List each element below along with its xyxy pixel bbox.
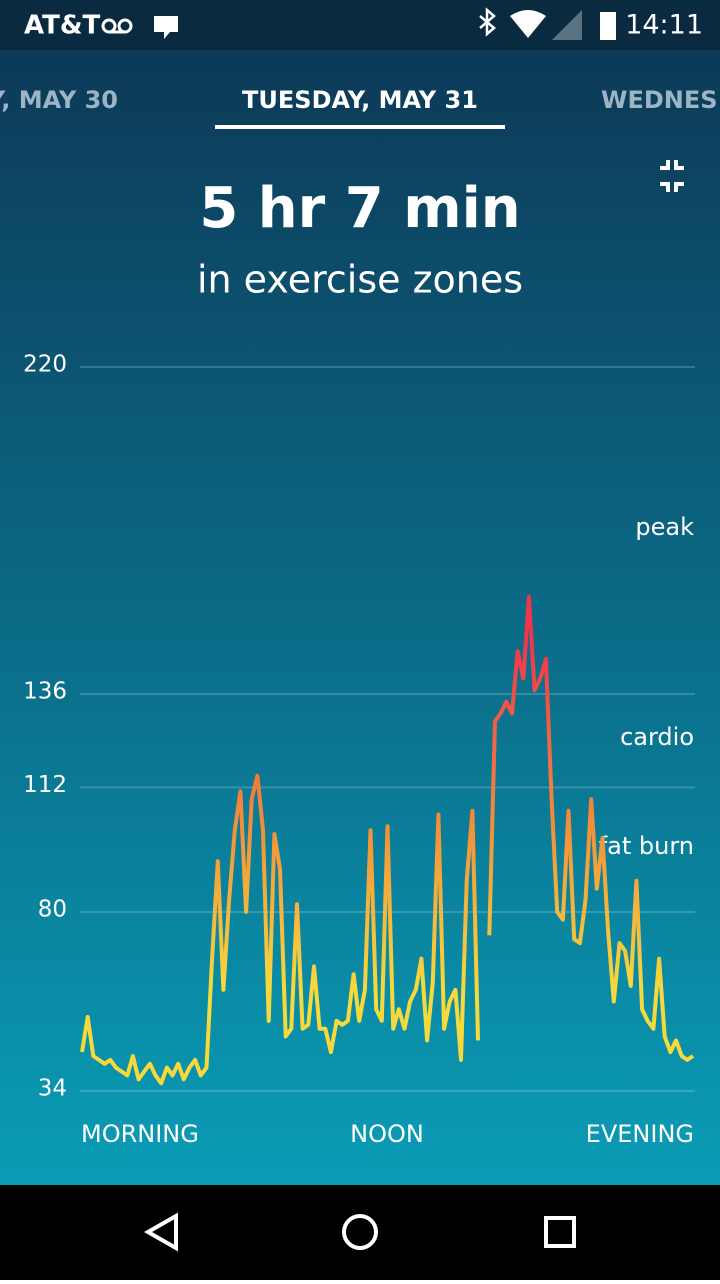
battery-icon xyxy=(600,12,616,40)
y-tick-label: 136 xyxy=(23,678,67,704)
collapse-button[interactable] xyxy=(660,160,684,192)
clock: 14:11 xyxy=(625,10,703,41)
bluetooth-icon xyxy=(479,7,496,37)
message-icon xyxy=(154,16,178,39)
y-tick-label: 80 xyxy=(38,896,67,922)
heart-rate-line xyxy=(80,594,695,1086)
signal-icon xyxy=(552,10,582,40)
tab-indicator xyxy=(215,125,505,129)
voicemail-icon xyxy=(101,18,133,34)
zone-label: fat burn xyxy=(599,832,694,860)
x-axis-label: EVENING xyxy=(586,1120,694,1148)
back-button[interactable] xyxy=(143,1212,178,1252)
wifi-icon xyxy=(510,10,546,38)
heart-rate-chart: 34 80 112 136 220 peak cardio fat burn MORNING NO… xyxy=(23,352,695,1148)
y-tick-label: 220 xyxy=(23,352,67,378)
home-button[interactable] xyxy=(342,1214,378,1250)
exercise-caption: in exercise zones xyxy=(197,258,523,302)
carrier: AT&T xyxy=(24,11,101,41)
recents-button[interactable] xyxy=(544,1216,576,1248)
previous-day-tab[interactable]: Y, MAY 30 xyxy=(0,86,118,114)
next-day-tab[interactable]: WEDNES xyxy=(601,86,718,114)
x-axis-label: MORNING xyxy=(81,1120,199,1148)
y-tick-label: 34 xyxy=(38,1076,67,1102)
background xyxy=(0,0,720,1185)
zone-label: peak xyxy=(635,513,694,541)
exercise-duration: 5 hr 7 min xyxy=(199,176,520,241)
x-axis-label: NOON xyxy=(350,1120,424,1148)
current-day-tab[interactable]: TUESDAY, MAY 31 xyxy=(242,86,478,114)
nav-bar xyxy=(0,1185,720,1280)
y-tick-label: 112 xyxy=(23,772,67,798)
zone-label: cardio xyxy=(620,723,694,751)
